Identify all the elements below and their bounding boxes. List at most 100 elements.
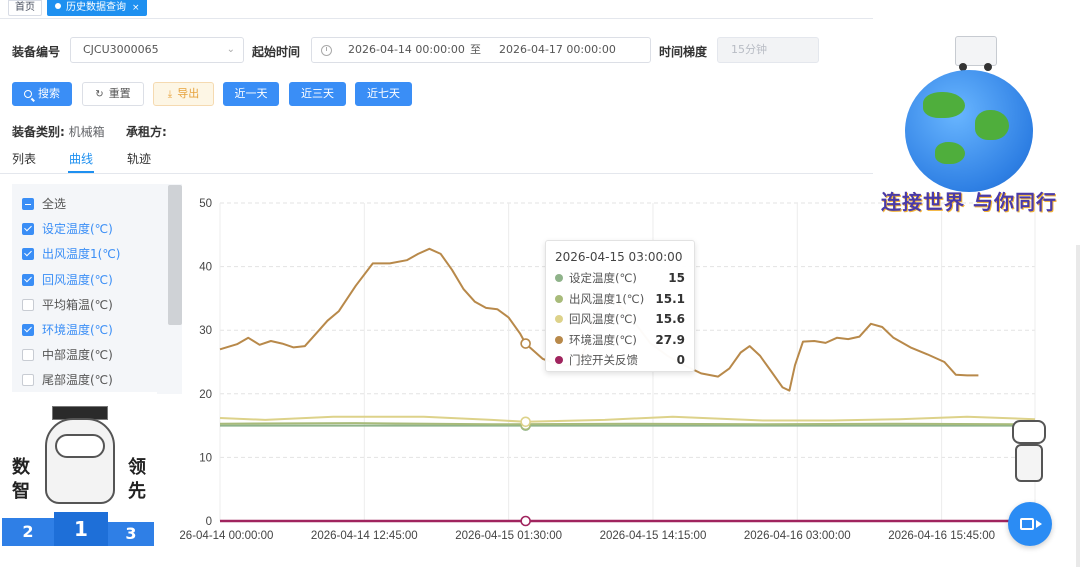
view-tabs: 列表 曲线 轨迹 <box>0 147 873 174</box>
close-tab-icon[interactable]: × <box>132 3 140 13</box>
tooltip-series-value: 15 <box>668 271 685 285</box>
export-button[interactable]: ⤓ 导出 <box>153 82 214 106</box>
tooltip-row: 出风温度1(℃) 15.1 <box>555 289 685 310</box>
y-tick-label: 0 <box>206 516 212 528</box>
checkbox-icon[interactable] <box>22 273 34 286</box>
y-tick-label: 10 <box>199 452 212 464</box>
continent-shape <box>935 142 965 164</box>
tab-list[interactable]: 列表 <box>12 152 37 166</box>
category-label: 装备类别: <box>12 125 65 139</box>
download-icon: ⤓ <box>167 89 173 100</box>
temperature-line-chart[interactable]: 0 10 20 30 40 50 2026-04-14 00:00:00 2026-04-14… <box>180 190 1060 550</box>
range-start[interactable]: 2026-04-14 00:00:00 <box>348 43 465 56</box>
series-color-dot <box>555 315 563 323</box>
tab-home[interactable]: 首页 <box>8 0 42 16</box>
export-button-label: 导出 <box>177 87 200 100</box>
range-end[interactable]: 2026-04-17 00:00:00 <box>499 43 616 56</box>
series-checkbox-label: 出风温度1(℃) <box>42 247 121 262</box>
badge-text-right: 领先 <box>128 457 146 502</box>
tab-track[interactable]: 轨迹 <box>127 152 152 166</box>
tooltip-row: 门控开关反馈 0 <box>555 350 685 371</box>
video-call-button[interactable] <box>1008 502 1052 546</box>
checkbox-icon[interactable] <box>22 248 34 261</box>
podium-second: 2 <box>2 518 54 546</box>
series-color-dot <box>555 274 563 282</box>
tab-history-query[interactable]: 历史数据查询 × <box>47 0 147 16</box>
globe-illustration <box>905 70 1033 192</box>
hover-point-marker <box>520 416 531 428</box>
series-line <box>219 415 1036 423</box>
checkbox-icon[interactable] <box>22 298 34 311</box>
granularity-placeholder: 15分钟 <box>731 43 767 56</box>
series-line <box>219 422 1036 426</box>
robot-head <box>1012 420 1046 444</box>
lessee-label: 承租方: <box>126 125 167 139</box>
tooltip-series-value: 0 <box>676 353 685 367</box>
tooltip-rows: 设定温度(℃) 15 出风温度1(℃) 15.1 回风温度(℃) 15.6 环境温度(℃) 2… <box>555 268 685 371</box>
checkbox-icon[interactable] <box>22 324 34 336</box>
equipment-label: 装备编号 <box>12 45 61 59</box>
y-tick-label: 40 <box>199 262 212 274</box>
hover-point-marker <box>520 515 531 527</box>
clock-icon <box>321 45 332 56</box>
checkbox-icon[interactable] <box>22 374 34 387</box>
refresh-icon: ↻ <box>95 89 104 100</box>
series-checkbox-label: 平均箱温(℃) <box>42 297 113 312</box>
hover-point-marker <box>520 338 531 349</box>
series-checkbox-label: 回风温度(℃) <box>42 272 113 287</box>
tooltip-series-name: 出风温度1(℃) <box>569 291 645 306</box>
checkbox-icon[interactable] <box>22 223 34 236</box>
date-range-picker[interactable]: 2026-04-14 00:00:00 至 2026-04-17 00:00:0… <box>311 37 651 63</box>
podium-first: 1 <box>54 512 108 546</box>
start-time-label: 起始时间 <box>252 45 301 59</box>
checkbox-icon[interactable] <box>22 349 34 362</box>
y-tick-label: 20 <box>199 389 212 401</box>
x-tick-label: 2026-04-15 01:30:00 <box>455 530 562 542</box>
podium-third: 3 <box>108 522 154 546</box>
tooltip-series-name: 门控开关反馈 <box>569 353 638 367</box>
continent-shape <box>975 110 1009 140</box>
chevron-down-icon: ⌄ <box>226 44 235 55</box>
x-tick-label: 2026-04-16 15:45:00 <box>888 530 995 542</box>
badge-text-left: 数智 <box>12 457 30 502</box>
page-scrollbar[interactable] <box>1076 245 1080 567</box>
last-7-days-button[interactable]: 近七天 <box>355 82 412 106</box>
checkbox-icon[interactable] <box>22 198 34 210</box>
last-3-days-button[interactable]: 近三天 <box>289 82 346 106</box>
search-button-label: 搜索 <box>38 87 60 100</box>
truck-illustration <box>955 36 997 71</box>
continent-shape <box>923 92 965 118</box>
podium-mascot-illustration: 数智 领先 2 1 3 <box>0 392 157 550</box>
reset-button-label: 重置 <box>108 87 131 100</box>
tooltip-row: 回风温度(℃) 15.6 <box>555 309 685 330</box>
tooltip-series-value: 15.6 <box>655 312 685 326</box>
mascot-robot <box>45 418 115 504</box>
lessee-info: 承租方: <box>126 123 167 140</box>
x-tick-label: 2026-04-14 12:45:00 <box>311 530 418 542</box>
reset-button[interactable]: ↻ 重置 <box>82 82 144 106</box>
tooltip-row: 设定温度(℃) 15 <box>555 268 685 289</box>
mascot-face <box>55 434 105 458</box>
last-1-day-button[interactable]: 近一天 <box>223 82 279 106</box>
x-tick-label: 2026-04-15 14:15:00 <box>600 530 707 542</box>
video-camera-icon <box>1020 518 1042 530</box>
equipment-value: CJCU3000065 <box>83 43 159 56</box>
equipment-select[interactable]: CJCU3000065 ⌄ <box>70 37 244 63</box>
tab-curve[interactable]: 曲线 <box>67 152 95 173</box>
series-color-dot <box>555 294 563 303</box>
range-separator: 至 <box>470 43 481 56</box>
series-list-scrollbar[interactable] <box>168 185 182 325</box>
search-button[interactable]: 搜索 <box>12 82 72 106</box>
tooltip-series-value: 15.1 <box>655 291 685 306</box>
tooltip-title: 2026-04-15 03:00:00 <box>555 250 683 264</box>
tooltip-series-value: 27.9 <box>655 332 685 347</box>
tab-bar: 首页 历史数据查询 × <box>0 0 873 19</box>
robot-body <box>1015 444 1043 482</box>
tooltip-series-name: 环境温度(℃) <box>569 332 637 347</box>
y-tick-label: 30 <box>199 325 212 337</box>
category-value: 机械箱 <box>68 125 105 139</box>
granularity-select[interactable]: 15分钟 <box>717 37 819 63</box>
series-checkbox-label: 环境温度(℃) <box>42 323 113 337</box>
search-icon <box>24 90 32 98</box>
x-tick-label: 2026-04-14 00:00:00 <box>180 530 273 542</box>
